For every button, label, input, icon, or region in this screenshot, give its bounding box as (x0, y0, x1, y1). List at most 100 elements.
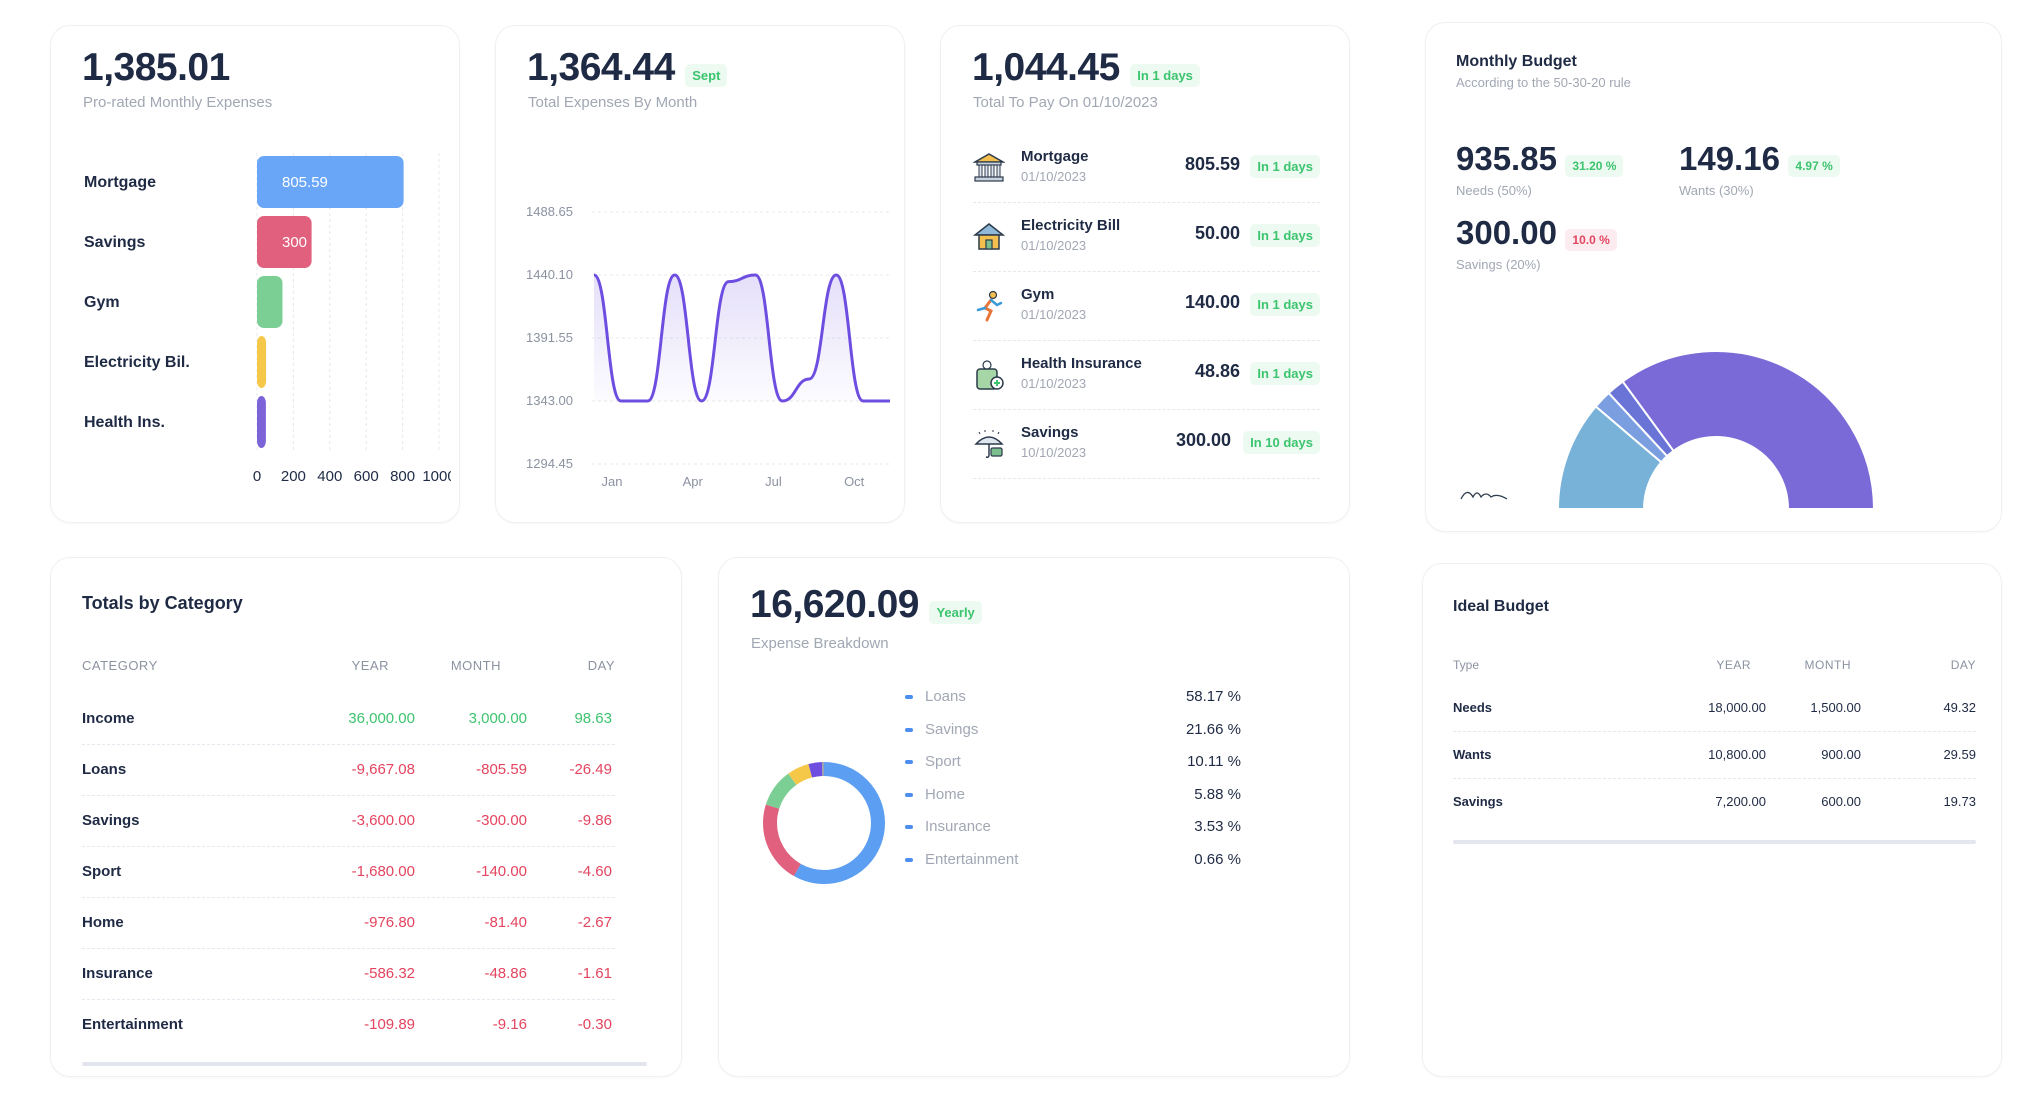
monthly-expenses-card: 1,364.44 Sept Total Expenses By Month 14… (495, 25, 905, 523)
payment-date: 01/10/2023 (1021, 307, 1087, 322)
legend-marker (905, 760, 913, 765)
y-tick-label: 1391.55 (526, 330, 573, 345)
legend-label: Savings (925, 720, 979, 738)
payment-item[interactable]: Mortgage 01/10/2023 805.59 In 1 days (972, 144, 1320, 212)
row-divider (82, 846, 615, 847)
month-value: -300.00 (476, 812, 527, 829)
prorated-expenses-label: Pro-rated Monthly Expenses (83, 94, 273, 111)
x-tick-label: 200 (281, 468, 306, 485)
legend-item: Insurance (905, 818, 991, 835)
category-name: Insurance (82, 965, 153, 982)
horizontal-scrollbar[interactable] (1453, 840, 1976, 844)
payment-title: Mortgage (1021, 148, 1089, 165)
payment-amount: 48.86 (1194, 361, 1240, 381)
table-row[interactable]: Wants 10,800.00 900.00 29.59 (1453, 739, 1976, 785)
table-row[interactable]: Insurance -586.32 -48.86 -1.61 (82, 955, 647, 1005)
prorated-expenses-card: 1,385.01 Pro-rated Monthly Expenses 0 200… (50, 25, 460, 523)
row-divider (1453, 731, 1976, 732)
category-name: Savings (82, 812, 140, 829)
payment-item[interactable]: Health Insurance 01/10/2023 48.86 In 1 d… (973, 351, 1320, 419)
payment-item[interactable]: Savings 10/10/2023 300.00 In 10 days (973, 420, 1320, 488)
day-value: 29.59 (1943, 747, 1976, 762)
day-value: 19.73 (1943, 794, 1976, 809)
donut-slice (763, 762, 885, 884)
x-tick-label: Apr (683, 474, 704, 489)
needs-value: 935.85 (1456, 140, 1557, 177)
bar (257, 336, 267, 388)
bar (257, 396, 266, 448)
type-name: Wants (1453, 747, 1492, 762)
legend-marker (905, 857, 913, 862)
donut-chart (763, 762, 885, 884)
bar (257, 156, 404, 208)
legend-percentage: 3.53 % (1194, 818, 1241, 835)
half-donut-slice (1621, 350, 1875, 510)
savings-label: Savings (20%) (1456, 257, 1541, 272)
row-divider (82, 795, 615, 796)
year-value: -109.89 (364, 1016, 415, 1033)
breakdown-value: 16,620.09 (750, 583, 920, 626)
legend-marker (905, 792, 913, 797)
monthly-budget-subtitle: According to the 50-30-20 rule (1456, 75, 1631, 90)
bank-icon (972, 152, 1006, 184)
legend-marker (905, 695, 913, 700)
monthly-expenses-value: 1,364.44 (527, 46, 675, 89)
horizontal-scrollbar[interactable] (82, 1062, 647, 1066)
table-row[interactable]: Savings -3,600.00 -300.00 -9.86 (82, 802, 647, 852)
category-label: Mortgage (84, 174, 156, 191)
year-value: -586.32 (364, 965, 415, 982)
month-value: -805.59 (476, 761, 527, 778)
data-label: 805.59 (282, 174, 328, 191)
runner-icon (973, 290, 1005, 322)
y-tick-label: 1294.45 (526, 456, 573, 471)
table-row[interactable]: Savings 7,200.00 600.00 19.73 (1453, 786, 1976, 832)
breakdown-legend: Loans 58.17 % Savings 21.66 % Sport 10.11 % Ho… (905, 688, 1285, 898)
year-value: -3,600.00 (351, 812, 415, 829)
x-tick-label: 1000 (422, 468, 451, 485)
table-row[interactable]: Income 36,000.00 3,000.00 98.63 (82, 700, 647, 750)
x-tick-label: 600 (354, 468, 379, 485)
bar (257, 216, 312, 268)
col-header-month: MONTH (450, 658, 501, 673)
upcoming-payments-card: 1,044.45 In 1 days Total To Pay On 01/10… (940, 25, 1350, 523)
table-row[interactable]: Sport -1,680.00 -140.00 -4.60 (82, 853, 647, 903)
legend-item: Entertainment (905, 851, 1018, 868)
legend-label: Home (925, 785, 966, 803)
table-row[interactable]: Needs 18,000.00 1,500.00 49.32 (1453, 692, 1976, 738)
savings-badge: 10.0 % (1565, 228, 1617, 251)
payment-item[interactable]: Electricity Bill 01/10/2023 50.00 In 1 d… (972, 213, 1320, 281)
x-tick-label: 0 (253, 468, 261, 485)
payment-list: Mortgage 01/10/2023 805.59 In 1 days Ele… (972, 144, 1320, 504)
category-label: Savings (84, 234, 145, 251)
y-tick-label: 1440.10 (526, 267, 573, 282)
day-value: -9.86 (577, 812, 612, 829)
payment-due-badge: In 1 days (1250, 293, 1320, 316)
medical-icon (973, 359, 1005, 391)
legend-label: Insurance (925, 818, 991, 835)
day-value: -2.67 (577, 914, 612, 931)
table-row[interactable]: Home -976.80 -81.40 -2.67 (82, 904, 647, 954)
month-badge: Sept (685, 64, 728, 88)
row-divider (82, 897, 615, 898)
prorated-expenses-value: 1,385.01 (82, 46, 230, 89)
monthly-budget-card: Monthly Budget According to the 50-30-20… (1425, 22, 2002, 532)
category-label: Health Ins. (84, 414, 165, 431)
payment-title: Electricity Bill (1021, 217, 1121, 234)
table-row[interactable]: Entertainment -109.89 -9.16 -0.30 (82, 1006, 647, 1056)
day-value: -4.60 (577, 863, 612, 880)
monthly-budget-title: Monthly Budget (1456, 53, 1577, 70)
legend-percentage: 0.66 % (1194, 850, 1241, 868)
month-value: -9.16 (492, 1016, 527, 1033)
legend-marker (905, 727, 913, 732)
legend-percentage: 58.17 % (1185, 688, 1241, 705)
payment-date: 01/10/2023 (1021, 169, 1087, 184)
half-donut-slice (1557, 405, 1663, 510)
year-value: 18,000.00 (1708, 700, 1766, 715)
category-name: Entertainment (82, 1016, 183, 1033)
to-pay-header: 1,044.45 In 1 days (972, 46, 1200, 90)
table-row[interactable]: Loans -9,667.08 -805.59 -26.49 (82, 751, 647, 801)
umbrella-icon (973, 428, 1005, 460)
legend-label: Sport (925, 753, 961, 770)
payment-item[interactable]: Gym 01/10/2023 140.00 In 1 days (973, 282, 1320, 350)
month-value: 900.00 (1821, 747, 1861, 762)
